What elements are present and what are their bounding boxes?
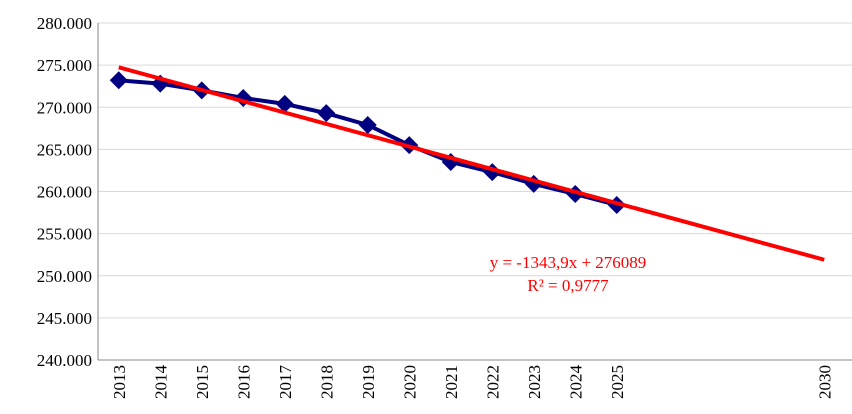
x-tick-label: 2016 xyxy=(234,365,253,399)
y-tick-label: 250.000 xyxy=(37,267,92,286)
x-tick-label: 2025 xyxy=(608,365,627,399)
y-tick-label: 270.000 xyxy=(37,98,92,117)
y-tick-label: 265.000 xyxy=(37,140,92,159)
trend-r-squared: R² = 0,9777 xyxy=(527,276,609,295)
y-tick-label: 275.000 xyxy=(37,56,92,75)
point-marker xyxy=(358,115,377,134)
trend-line xyxy=(118,65,825,262)
point-marker xyxy=(317,104,336,123)
x-tick-label: 2017 xyxy=(276,365,295,400)
series-line xyxy=(118,78,618,207)
x-tick-label: 2024 xyxy=(566,365,585,400)
x-tick-label: 2022 xyxy=(483,365,502,399)
x-tick-label: 2023 xyxy=(525,365,544,399)
x-tick-label: 2018 xyxy=(317,365,336,399)
y-tick-label: 255.000 xyxy=(37,225,92,244)
x-tick-label: 2020 xyxy=(400,365,419,399)
y-tick-label: 260.000 xyxy=(37,183,92,202)
y-tick-label: 240.000 xyxy=(37,351,92,370)
x-tick-label: 2015 xyxy=(193,365,212,399)
trend-equation: y = -1343,9x + 276089 xyxy=(490,253,647,272)
y-tick-label: 245.000 xyxy=(37,309,92,328)
point-marker xyxy=(109,71,128,90)
point-marker xyxy=(275,94,294,113)
x-tick-label: 2014 xyxy=(151,365,170,400)
y-tick-label: 280.000 xyxy=(37,14,92,33)
x-tick-label: 2019 xyxy=(359,365,378,399)
x-tick-label: 2021 xyxy=(442,365,461,399)
x-tick-label: 2030 xyxy=(815,365,834,399)
x-tick-label: 2013 xyxy=(110,365,129,399)
